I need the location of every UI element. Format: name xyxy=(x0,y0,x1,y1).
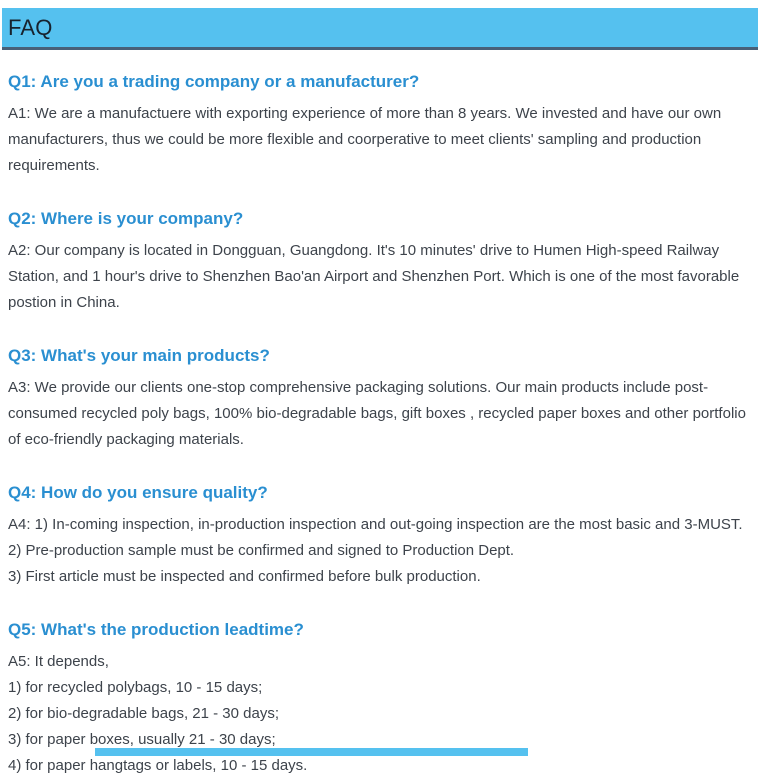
faq-question-q1: Q1: Are you a trading company or a manuf… xyxy=(8,72,420,91)
faq-answer-a4: A4: 1) In-coming inspection, in-producti… xyxy=(8,512,755,590)
answer-line: A4: 1) In-coming inspection, in-producti… xyxy=(8,516,743,533)
faq-question-q2: Q2: Where is your company? xyxy=(8,209,244,228)
faq-section-header: FAQ xyxy=(2,8,758,50)
faq-answer-a3: A3: We provide our clients one-stop comp… xyxy=(8,375,755,453)
faq-question-q3: Q3: What's your main products? xyxy=(8,346,270,365)
answer-paragraph: A2: Our company is located in Dongguan, … xyxy=(8,242,740,311)
answer-line: 3) for paper boxes, usually 21 - 30 days… xyxy=(8,731,276,748)
faq-item-q4: Q4: How do you ensure quality? A4: 1) In… xyxy=(8,481,755,590)
faq-item-q2: Q2: Where is your company? A2: Our compa… xyxy=(8,207,755,316)
faq-item-q3: Q3: What's your main products? A3: We pr… xyxy=(8,344,755,453)
faq-item-q1: Q1: Are you a trading company or a manuf… xyxy=(8,70,755,179)
faq-answer-a2: A2: Our company is located in Dongguan, … xyxy=(8,238,755,316)
section-title: FAQ xyxy=(8,14,53,40)
answer-line: 3) First article must be inspected and c… xyxy=(8,568,481,585)
faq-content: Q1: Are you a trading company or a manuf… xyxy=(0,50,765,779)
faq-answer-a5: A5: It depends, 1) for recycled polybags… xyxy=(8,649,755,779)
answer-paragraph: A1: We are a manufactuere with exporting… xyxy=(8,105,722,174)
answer-line: 2) for bio-degradable bags, 21 - 30 days… xyxy=(8,705,280,722)
answer-line: 1) for recycled polybags, 10 - 15 days; xyxy=(8,679,263,696)
faq-question-q4: Q4: How do you ensure quality? xyxy=(8,483,268,502)
answer-line: 4) for paper hangtags or labels, 10 - 15… xyxy=(8,757,308,774)
answer-line: A5: It depends, xyxy=(8,653,109,670)
answer-paragraph: A3: We provide our clients one-stop comp… xyxy=(8,379,746,448)
answer-line: 2) Pre-production sample must be confirm… xyxy=(8,542,515,559)
next-section-header-bar-partial xyxy=(95,748,528,756)
faq-question-q5: Q5: What's the production leadtime? xyxy=(8,620,304,639)
faq-answer-a1: A1: We are a manufactuere with exporting… xyxy=(8,101,755,179)
